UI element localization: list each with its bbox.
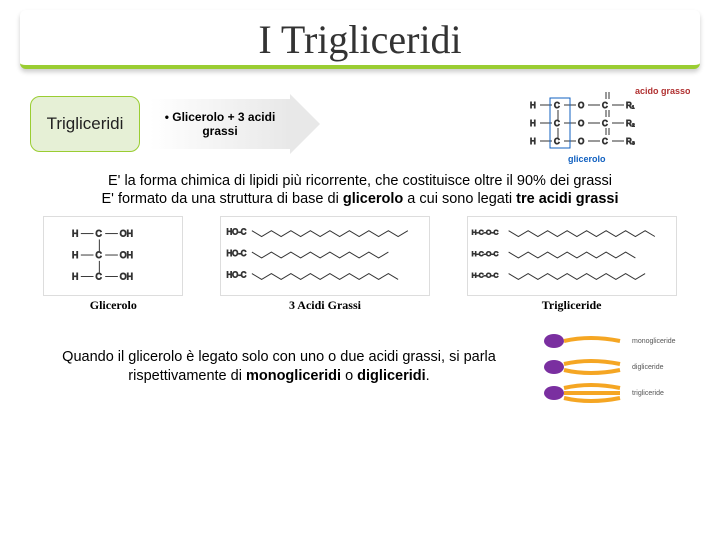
diagram-glicerolo: H C OH H C OH H C OH: [43, 216, 183, 296]
svg-text:OH: OH: [120, 229, 133, 239]
title-banner: I Trigliceridi: [20, 10, 700, 69]
para1-bold-glicerolo: glicerolo: [343, 191, 403, 207]
svg-text:C: C: [554, 101, 560, 110]
caption-glicerolo: Glicerolo: [90, 298, 137, 313]
svg-text:R₃: R₃: [626, 137, 635, 146]
svg-text:O: O: [578, 137, 584, 146]
svg-text:HO-C: HO-C: [227, 271, 247, 280]
para2-di: digliceridi: [357, 368, 426, 384]
caption-acidi: 3 Acidi Grassi: [289, 298, 361, 313]
caption-trigliceride: Trigliceride: [542, 298, 602, 313]
svg-text:H: H: [72, 272, 78, 282]
arrow-head-icon: [290, 94, 320, 154]
svg-text:C: C: [554, 137, 560, 146]
arrow-text: • Glicerolo + 3 acidi grassi: [150, 99, 290, 149]
para1-bold-acidi: tre acidi grassi: [516, 191, 618, 207]
svg-text:C: C: [96, 229, 102, 239]
row-definition: Trigliceridi • Glicerolo + 3 acidi grass…: [0, 84, 720, 164]
label-monogliceride: monogliceride: [632, 338, 676, 345]
label-trigliceride-small: trigliceride: [632, 390, 664, 397]
svg-text:HO-C: HO-C: [227, 228, 247, 237]
svg-text:C: C: [96, 250, 102, 260]
svg-text:C: C: [602, 101, 608, 110]
svg-text:H-C-O-C: H-C-O-C: [471, 251, 498, 258]
para2-c: o: [341, 368, 357, 384]
row-glycerides: Quando il glicerolo è legato solo con un…: [0, 315, 720, 407]
svg-text:OH: OH: [120, 250, 133, 260]
svg-text:O: O: [578, 101, 584, 110]
svg-text:HO-C: HO-C: [227, 249, 247, 258]
svg-text:H: H: [530, 137, 536, 146]
badge-label: Trigliceridi: [47, 115, 124, 134]
para1-line2b: a cui sono legati: [403, 191, 516, 207]
para1-line2a: E' formato da una struttura di base di: [101, 191, 342, 207]
box-trigliceride: H-C-O-C H-C-O-C H-C-O-C Trigliceride: [467, 216, 677, 313]
svg-text:H: H: [530, 119, 536, 128]
row-structures: H C OH H C OH H C OH Glicerolo HO-C HO-C: [0, 212, 720, 315]
label-acido-grasso: acido grasso: [635, 86, 690, 96]
diagram-glyceride-types: monogliceride digliceride trigliceride: [540, 327, 690, 407]
paragraph-mono-di: Quando il glicerolo è legato solo con un…: [30, 348, 528, 386]
svg-text:H: H: [72, 250, 78, 260]
svg-text:O: O: [578, 119, 584, 128]
diagram-acidi-grassi: HO-C HO-C HO-C: [220, 216, 430, 296]
diagram-triglyceride-structure: acido grasso glicerolo HHH CCC OOO CCC: [490, 84, 690, 164]
svg-text:H: H: [72, 229, 78, 239]
svg-text:R₁: R₁: [626, 101, 635, 110]
arrow-composition: • Glicerolo + 3 acidi grassi: [150, 99, 320, 149]
para1-line1: E' la forma chimica di lipidi più ricorr…: [108, 173, 612, 189]
badge-trigliceridi: Trigliceridi: [30, 96, 140, 152]
svg-text:R₂: R₂: [626, 119, 635, 128]
page-title: I Trigliceridi: [20, 16, 700, 63]
svg-text:C: C: [602, 119, 608, 128]
box-glicerolo: H C OH H C OH H C OH Glicerolo: [43, 216, 183, 313]
label-glicerolo: glicerolo: [568, 154, 606, 164]
diagram-trigliceride: H-C-O-C H-C-O-C H-C-O-C: [467, 216, 677, 296]
svg-text:H-C-O-C: H-C-O-C: [471, 230, 498, 237]
svg-text:C: C: [554, 119, 560, 128]
para2-mono: monogliceridi: [246, 368, 341, 384]
svg-text:H-C-O-C: H-C-O-C: [471, 273, 498, 280]
svg-text:OH: OH: [120, 272, 133, 282]
para2-e: .: [426, 368, 430, 384]
paragraph-description: E' la forma chimica di lipidi più ricorr…: [0, 164, 720, 212]
label-digliceride: digliceride: [632, 364, 664, 371]
box-acidi-grassi: HO-C HO-C HO-C 3 Acidi Grassi: [220, 216, 430, 313]
svg-text:H: H: [530, 101, 536, 110]
svg-text:C: C: [96, 272, 102, 282]
svg-text:C: C: [602, 137, 608, 146]
